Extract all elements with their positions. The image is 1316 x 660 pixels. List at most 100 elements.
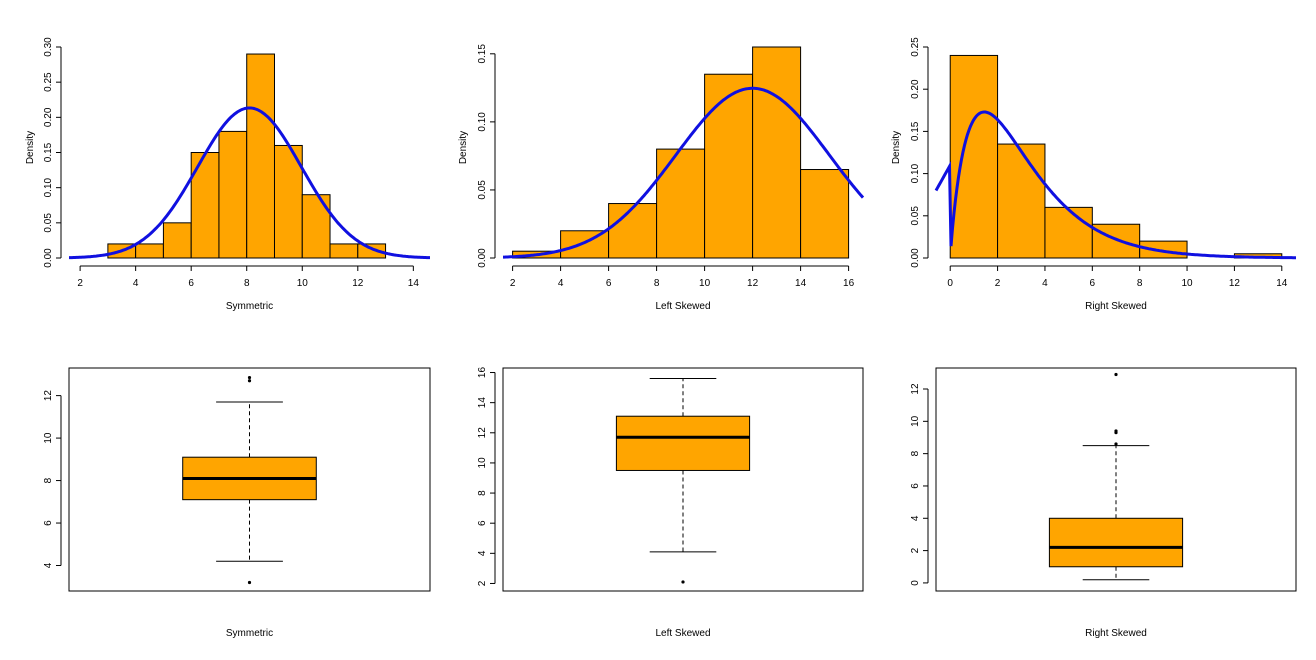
histogram-bar [301,194,331,259]
y-tick-label: 6 [43,520,54,526]
histogram-bar [1091,223,1141,259]
box-left-panel: 2 4 6 8 10 12 14 16 Left Skewed [477,367,864,639]
y-tick-label: 0.10 [910,163,921,183]
histogram-bar [752,46,802,259]
y-tick-label: 10 [43,432,54,444]
y-tick-label: 0 [910,580,921,586]
y-tick-label: 8 [43,477,54,483]
outlier-point [1114,442,1118,446]
y-tick-label: 0.30 [43,37,54,57]
y-tick-label: 0.05 [43,213,54,233]
histogram-bar [608,203,658,259]
x-axis-title: Right Skewed [1085,628,1147,639]
x-tick-label: 16 [843,278,855,289]
y-tick-label: 0.00 [910,248,921,268]
x-tick-label: 10 [297,278,309,289]
outlier-point [247,375,252,380]
histogram-bar [800,169,850,259]
x-tick-label: 8 [244,278,250,289]
x-tick-label: 14 [795,278,807,289]
x-tick-label: 6 [606,278,612,289]
x-tick-label: 4 [558,278,564,289]
y-tick-label: 0.15 [43,142,54,162]
histogram-bar [357,243,387,259]
x-tick-label: 0 [947,278,953,289]
histogram-bar [162,222,192,259]
y-tick-label: 0.05 [910,206,921,226]
density-curve [934,110,1296,260]
y-tick-label: 10 [910,415,921,427]
box-symmetric-panel: 4 6 8 10 12 Symmetric [43,367,431,639]
y-tick-label: 0.20 [43,107,54,127]
histogram-bar [135,243,164,259]
x-tick-label: 8 [1137,278,1143,289]
y-tick-label: 6 [910,483,921,489]
y-tick-label: 0.10 [477,112,488,132]
x-tick-label: 14 [408,278,420,289]
x-axis-title: Symmetric [226,628,273,639]
x-tick-label: 10 [1181,278,1193,289]
y-tick-label: 0.10 [43,177,54,197]
y-tick-label: 12 [477,427,488,439]
histogram-bar [246,53,275,259]
density-curve [503,86,865,259]
histogram-bar [656,148,706,259]
iqr-box [615,415,751,471]
y-tick-label: 0.00 [43,248,54,268]
histogram-bar [329,243,359,259]
x-axis-title: Right Skewed [1085,301,1147,312]
y-tick-label: 8 [910,450,921,456]
y-tick-label: 16 [477,367,488,379]
y-tick-label: 12 [43,390,54,402]
y-tick-label: 8 [477,490,488,496]
y-tick-label: 10 [477,457,488,469]
box-right-panel: 0 2 4 6 8 10 12 Right Skewed [910,367,1297,639]
y-tick-label: 0.20 [910,79,921,99]
y-tick-label: 0.25 [43,72,54,92]
y-tick-label: 4 [910,515,921,521]
x-tick-label: 12 [352,278,364,289]
outlier-point [1114,429,1118,433]
plot-frame [935,367,1297,592]
y-tick-label: 0.25 [910,37,921,57]
y-tick-label: 4 [43,562,54,568]
x-tick-label: 2 [77,278,83,289]
hist-left-panel: 2 4 6 8 10 12 14 16 0.00 0.05 0.10 0.15 Left Skewed D… [458,44,865,312]
iqr-box [1048,517,1184,568]
y-tick-label: 4 [477,550,488,556]
y-tick-label: 12 [910,383,921,395]
y-tick-label: 2 [910,547,921,553]
x-tick-label: 2 [510,278,516,289]
plot-frame [502,367,864,592]
histogram-bar [1044,206,1093,259]
outlier-point [681,580,685,584]
hist-right-panel: 0 2 4 6 8 10 12 14 0.00 0.05 0.10 0.15 0.20 0.25 Right… [891,37,1296,312]
histogram-bar [704,73,754,259]
x-tick-label: 6 [188,278,194,289]
outlier-point [1114,372,1118,377]
y-tick-label: 6 [477,520,488,526]
x-tick-label: 6 [1090,278,1096,289]
histogram-bar [218,130,248,259]
y-tick-label: 2 [477,580,488,586]
outlier-point [247,580,252,585]
x-tick-label: 10 [699,278,711,289]
y-tick-label: 0.05 [477,180,488,200]
x-tick-label: 2 [995,278,1001,289]
x-tick-label: 4 [1042,278,1048,289]
x-tick-label: 8 [654,278,660,289]
x-axis-title: Symmetric [226,301,273,312]
x-tick-label: 12 [1229,278,1241,289]
outlier-point [247,379,252,383]
x-tick-label: 4 [133,278,139,289]
x-axis-title: Left Skewed [655,628,710,639]
histogram-bar [997,143,1046,259]
x-tick-label: 12 [747,278,759,289]
y-tick-label: 0.15 [910,121,921,141]
histogram-bar [949,54,999,259]
x-axis-title: Left Skewed [655,301,710,312]
y-tick-label: 0.15 [477,44,488,64]
y-axis-title: Density [25,131,36,164]
x-tick-label: 14 [1276,278,1288,289]
